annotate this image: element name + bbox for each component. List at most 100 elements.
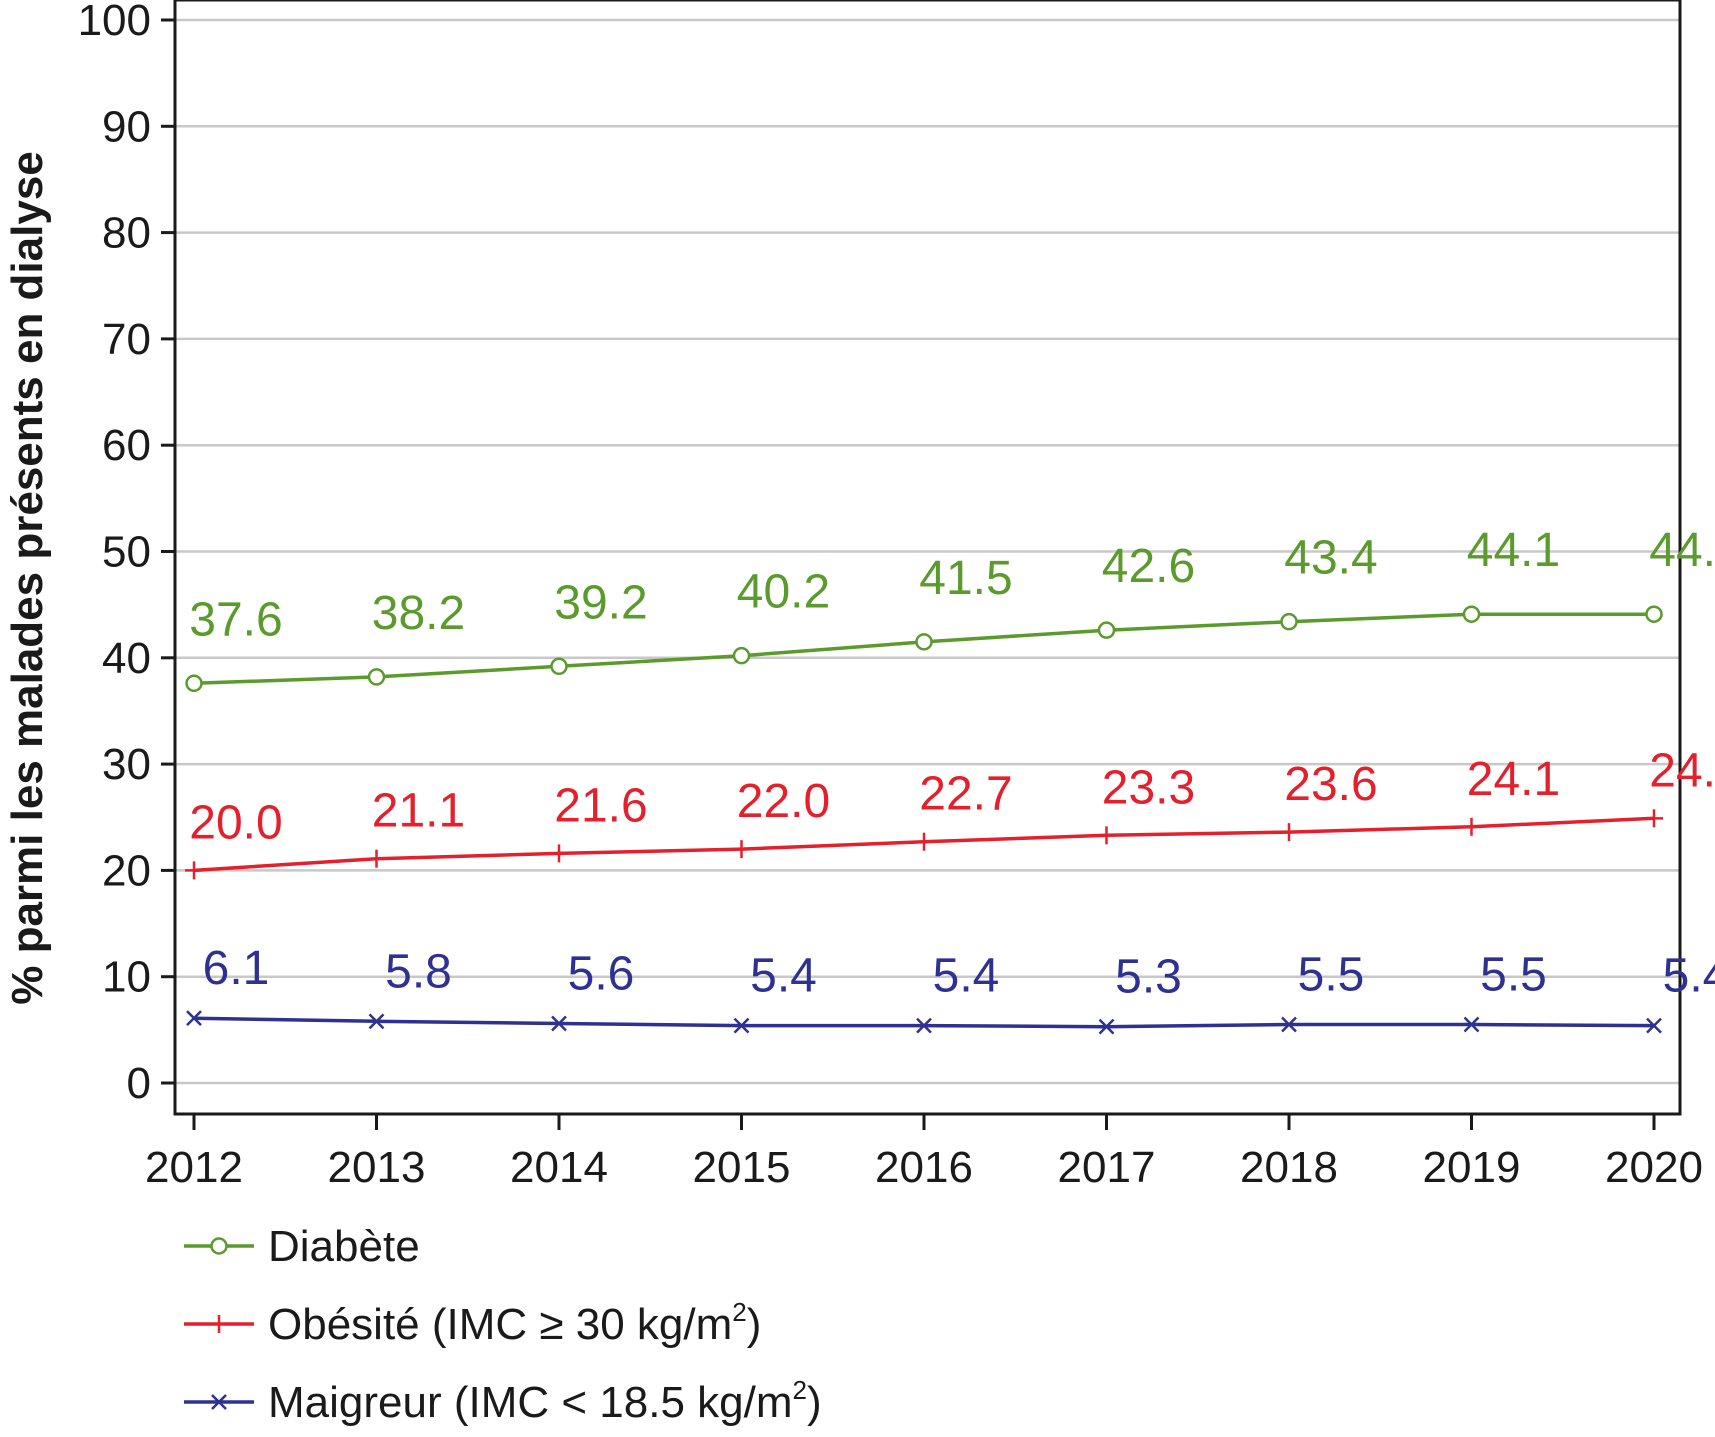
y-tick-label-70: 70 xyxy=(102,315,151,364)
point-maigreur-2018-b xyxy=(1281,1016,1297,1033)
legend-marker-maigreur xyxy=(211,1394,227,1410)
point-maigreur-2018 xyxy=(1281,1016,1297,1033)
y-tick-label-30: 30 xyxy=(102,740,151,789)
point-maigreur-2012 xyxy=(186,1010,202,1027)
legend-marker-maigreur-b xyxy=(211,1394,227,1410)
data-label-obesite-2017: 23.3 xyxy=(1102,761,1195,814)
plot-area-frame xyxy=(173,0,1682,1116)
point-maigreur-2016-b xyxy=(916,1017,932,1034)
data-label-maigreur-2016: 5.4 xyxy=(933,950,1000,1003)
data-labels: 37.6 38.2 39.2 40.2 41.5 42.6 43.4 44.1 44.1 20.0… xyxy=(189,524,1715,1003)
legend-label-obesite-close: ) xyxy=(747,1300,762,1349)
data-label-obesite-2012: 20.0 xyxy=(189,796,282,849)
point-diabete-2018 xyxy=(1280,612,1298,631)
data-label-obesite-2014: 21.6 xyxy=(554,779,647,832)
legend-label-diabete: Diabète xyxy=(268,1222,420,1271)
legend-label-obesite: Obésité (IMC ≥ 30 kg/m2) xyxy=(268,1297,761,1349)
legend-label-maigreur-close: ) xyxy=(807,1378,822,1427)
point-obesite-2014 xyxy=(550,844,568,863)
point-obesite-2019 xyxy=(1462,817,1481,836)
y-axis-title: % parmi les malades présents en dialyse xyxy=(3,151,52,1005)
y-tick-label-90: 90 xyxy=(102,102,151,151)
point-maigreur-2013 xyxy=(368,1013,385,1030)
data-label-diabete-2017: 42.6 xyxy=(1102,540,1195,593)
y-tick-label-0: 0 xyxy=(127,1059,151,1108)
data-label-diabete-2015: 40.2 xyxy=(737,566,830,619)
point-maigreur-2013-b xyxy=(368,1013,385,1030)
data-label-obesite-2018: 23.6 xyxy=(1284,758,1377,811)
point-diabete-2020 xyxy=(1645,605,1663,623)
x-tick-label-2013: 2013 xyxy=(328,1143,426,1192)
y-tick-label-40: 40 xyxy=(102,634,151,683)
data-label-maigreur-2017: 5.3 xyxy=(1115,951,1182,1004)
x-tick-label-2019: 2019 xyxy=(1423,1143,1521,1192)
point-diabete-2012 xyxy=(185,674,203,693)
point-diabete-2017 xyxy=(1097,621,1116,639)
legend-label-obesite-main: Obésité (IMC ≥ 30 kg/m xyxy=(268,1300,732,1349)
y-tick-label-20: 20 xyxy=(102,846,151,895)
point-diabete-2019 xyxy=(1462,605,1481,623)
legend-marker-diabete xyxy=(210,1237,228,1255)
data-label-diabete-2020: 44.1 xyxy=(1649,524,1715,577)
point-maigreur-2019 xyxy=(1463,1016,1480,1033)
point-diabete-2016 xyxy=(915,633,933,651)
x-tick-label-2020: 2020 xyxy=(1605,1143,1703,1192)
x-tick-label-2018: 2018 xyxy=(1240,1143,1338,1192)
data-label-maigreur-2013: 5.8 xyxy=(385,945,452,998)
data-label-diabete-2012: 37.6 xyxy=(189,593,282,646)
point-maigreur-2017 xyxy=(1098,1018,1115,1035)
point-obesite-2017 xyxy=(1097,826,1116,845)
y-tick-label-60: 60 xyxy=(102,421,151,470)
legend-label-obesite-superscript: 2 xyxy=(732,1297,746,1327)
data-label-obesite-2013: 21.1 xyxy=(372,785,465,838)
point-obesite-2015 xyxy=(732,840,751,859)
point-maigreur-2017-b xyxy=(1098,1018,1115,1035)
data-label-maigreur-2012: 6.1 xyxy=(203,942,270,995)
point-maigreur-2014-b xyxy=(551,1015,567,1032)
legend-label-maigreur-superscript: 2 xyxy=(793,1375,807,1405)
series-lines xyxy=(185,605,1663,1035)
point-maigreur-2012-b xyxy=(186,1010,202,1027)
data-label-diabete-2013: 38.2 xyxy=(372,587,465,640)
point-maigreur-2020-b xyxy=(1646,1017,1662,1034)
point-maigreur-2016 xyxy=(916,1017,932,1034)
data-label-obesite-2019: 24.1 xyxy=(1467,753,1560,806)
x-tick-label-2016: 2016 xyxy=(875,1143,973,1192)
data-label-maigreur-2014: 5.6 xyxy=(568,947,635,1000)
point-maigreur-2020 xyxy=(1646,1017,1662,1034)
gridlines xyxy=(175,18,1680,1085)
y-tick-label-10: 10 xyxy=(102,953,151,1002)
point-diabete-2013 xyxy=(367,668,386,686)
data-label-diabete-2019: 44.1 xyxy=(1467,524,1560,577)
point-diabete-2014 xyxy=(550,657,568,676)
legend-label-maigreur-main: Maigreur (IMC < 18.5 kg/m xyxy=(268,1378,793,1427)
x-tick-label-2017: 2017 xyxy=(1058,1143,1156,1192)
point-maigreur-2019-b xyxy=(1463,1016,1480,1033)
legend-marker-obesite xyxy=(210,1315,228,1333)
data-label-obesite-2016: 22.7 xyxy=(919,768,1012,821)
point-maigreur-2014 xyxy=(551,1015,567,1032)
y-tick-label-80: 80 xyxy=(102,209,151,258)
point-diabete-2015 xyxy=(732,646,751,665)
data-label-diabete-2014: 39.2 xyxy=(554,576,647,629)
data-label-diabete-2018: 43.4 xyxy=(1284,532,1377,585)
point-maigreur-2015-b xyxy=(733,1017,750,1034)
point-obesite-2012 xyxy=(185,861,203,880)
data-label-maigreur-2019: 5.5 xyxy=(1480,949,1547,1002)
point-maigreur-2015 xyxy=(733,1017,750,1034)
x-tick-label-2015: 2015 xyxy=(693,1143,791,1192)
data-label-maigreur-2018: 5.5 xyxy=(1298,949,1365,1002)
y-axis: 0 10 20 30 40 50 60 70 80 90 100 xyxy=(78,0,175,1108)
point-obesite-2018 xyxy=(1280,823,1298,842)
data-label-obesite-2015: 22.0 xyxy=(737,775,830,828)
legend-label-maigreur: Maigreur (IMC < 18.5 kg/m2) xyxy=(268,1375,822,1427)
data-label-maigreur-2015: 5.4 xyxy=(750,950,817,1003)
data-label-obesite-2020: 24.9 xyxy=(1649,744,1715,797)
x-axis: 2012 2013 2014 2015 2016 2017 2018 2019 2020 xyxy=(145,1114,1703,1192)
y-tick-label-100: 100 xyxy=(78,0,151,45)
point-obesite-2016 xyxy=(915,832,933,851)
point-obesite-2013 xyxy=(367,849,386,868)
data-label-maigreur-2020: 5.4 xyxy=(1663,950,1715,1003)
